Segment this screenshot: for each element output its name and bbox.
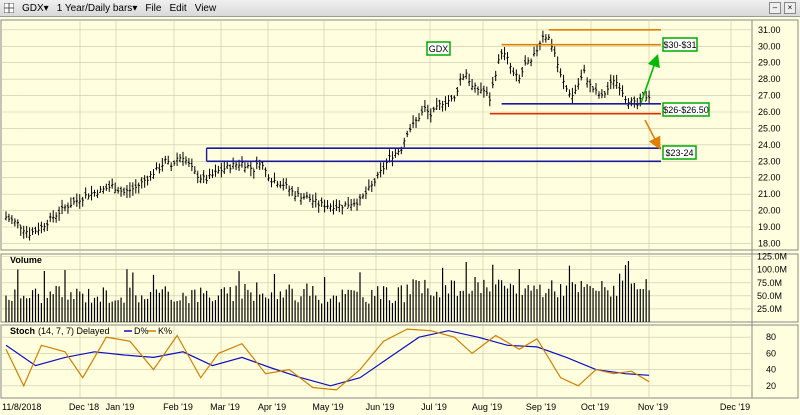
price-tick-label: 26.00 bbox=[758, 107, 781, 117]
x-tick-label: Apr '19 bbox=[258, 402, 286, 412]
volume-tick-label: 50.0M bbox=[757, 291, 782, 301]
minimize-button[interactable]: – bbox=[769, 2, 781, 14]
grid-icon bbox=[4, 3, 14, 13]
symbol-label: GDX bbox=[22, 2, 44, 14]
close-button[interactable]: × bbox=[784, 2, 796, 14]
stoch-tick-label: 40 bbox=[766, 365, 776, 375]
annotation-label: $26-$26.50 bbox=[663, 105, 709, 115]
price-tick-label: 24.00 bbox=[758, 140, 781, 150]
price-panel bbox=[0, 19, 799, 251]
annotation-label: $23-24 bbox=[665, 148, 693, 158]
volume-title: Volume bbox=[10, 255, 42, 265]
menu-file[interactable]: File bbox=[145, 2, 162, 14]
annotation-box bbox=[662, 145, 697, 160]
volume-tick-label: 25.0M bbox=[757, 304, 782, 314]
price-tick-label: 18.00 bbox=[758, 238, 781, 248]
green-arrow-up bbox=[640, 53, 660, 104]
annotation-box bbox=[662, 102, 710, 117]
x-tick-label: Dec '19 bbox=[720, 402, 750, 412]
x-tick-label: Jan '19 bbox=[106, 402, 135, 412]
price-tick-label: 29.00 bbox=[758, 58, 781, 68]
annotation-box bbox=[662, 37, 698, 52]
annotation-box bbox=[426, 41, 451, 56]
x-tick-label: Jun '19 bbox=[366, 402, 395, 412]
chart-toolbar: GDX ▾ 1 Year/Daily bars ▾ File Edit View… bbox=[0, 0, 800, 17]
chart-menu-button[interactable] bbox=[0, 0, 18, 17]
price-tick-label: 28.00 bbox=[758, 74, 781, 84]
stoch-tick-label: 80 bbox=[766, 332, 776, 342]
price-tick-label: 20.00 bbox=[758, 206, 781, 216]
x-tick-label: Sep '19 bbox=[526, 402, 556, 412]
annotation-label: GDX bbox=[429, 44, 449, 54]
x-tick-label: Feb '19 bbox=[163, 402, 193, 412]
x-tick-label: Nov '19 bbox=[638, 402, 668, 412]
symbol-selector[interactable]: GDX ▾ bbox=[18, 0, 53, 17]
price-tick-label: 21.00 bbox=[758, 189, 781, 199]
volume-panel bbox=[0, 253, 799, 323]
stoch-tick-label: 60 bbox=[766, 348, 776, 358]
price-tick-label: 22.00 bbox=[758, 173, 781, 183]
legend-label-k: K% bbox=[158, 326, 172, 336]
price-tick-label: 23.00 bbox=[758, 156, 781, 166]
orange-arrow-down bbox=[644, 119, 661, 150]
price-tick-label: 25.00 bbox=[758, 123, 781, 133]
x-tick-label: Jul '19 bbox=[421, 402, 447, 412]
x-tick-label: Dec '18 bbox=[69, 402, 99, 412]
x-tick-label: Oct '19 bbox=[581, 402, 609, 412]
price-tick-label: 27.00 bbox=[758, 91, 781, 101]
x-tick-label: May '19 bbox=[312, 402, 343, 412]
stoch-params: (14, 7, 7) Delayed bbox=[38, 326, 110, 336]
stoch-title: Stoch bbox=[10, 326, 35, 336]
price-tick-label: 30.00 bbox=[758, 41, 781, 51]
price-tick-label: 31.00 bbox=[758, 25, 781, 35]
chevron-down-icon: ▾ bbox=[43, 2, 49, 14]
stoch-panel bbox=[0, 324, 799, 399]
x-tick-label: 11/8/2018 bbox=[2, 402, 41, 412]
stoch-series-d bbox=[5, 330, 650, 387]
period-label: 1 Year/Daily bars bbox=[56, 2, 133, 14]
x-tick-label: Aug '19 bbox=[472, 402, 502, 412]
menu-view[interactable]: View bbox=[194, 2, 217, 14]
stoch-tick-label: 20 bbox=[766, 381, 776, 391]
volume-tick-label: 125.0M bbox=[757, 252, 787, 262]
menu-edit[interactable]: Edit bbox=[169, 2, 187, 14]
volume-tick-label: 100.0M bbox=[757, 265, 787, 275]
volume-tick-label: 75.0M bbox=[757, 278, 782, 288]
x-tick-label: Mar '19 bbox=[210, 402, 240, 412]
annotation-label: $30-$31 bbox=[663, 40, 696, 50]
chevron-down-icon: ▾ bbox=[132, 2, 138, 14]
legend-label-d: D% bbox=[134, 326, 149, 336]
stoch-series-k bbox=[5, 328, 650, 391]
period-selector[interactable]: 1 Year/Daily bars ▾ bbox=[53, 0, 142, 17]
price-tick-label: 19.00 bbox=[758, 222, 781, 232]
